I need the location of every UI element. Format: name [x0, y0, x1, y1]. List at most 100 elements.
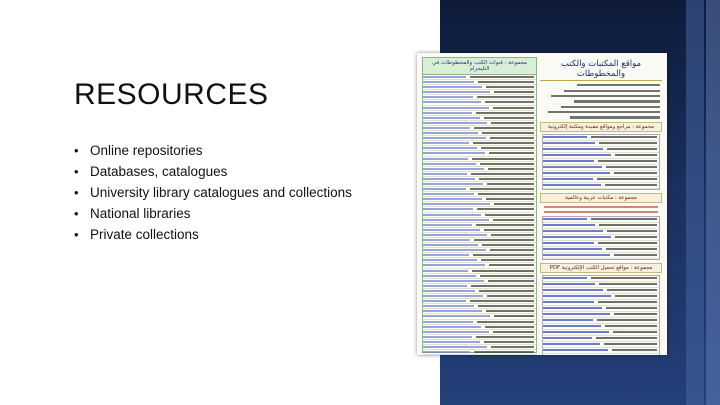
bullet-item[interactable]: • Private collections [74, 224, 352, 245]
document-row [423, 253, 536, 259]
document-row [423, 197, 536, 203]
document-link-line [543, 336, 592, 339]
document-row [423, 213, 536, 218]
document-link-line [543, 282, 596, 285]
document-row [543, 348, 659, 354]
document-text-line [591, 276, 657, 279]
document-link-line [423, 213, 481, 216]
document-text-line [491, 233, 534, 236]
bullet-dot-icon: • [74, 143, 79, 158]
document-text-line [611, 348, 657, 351]
document-row [543, 282, 659, 288]
document-text-line [489, 264, 534, 267]
document-row [423, 233, 536, 238]
document-link-line [423, 81, 474, 84]
document-text-line [490, 249, 534, 252]
document-link-line [423, 208, 473, 211]
document-text-line [484, 213, 534, 216]
document-text-line [485, 310, 534, 313]
document-right-column: مواقع المكتبات والكتب والمخطوطات مجموعة … [540, 57, 662, 355]
document-link-line [423, 142, 470, 145]
document-text-line [472, 157, 534, 160]
document-table [542, 274, 660, 355]
document-row [423, 263, 536, 269]
document-text-line [615, 294, 657, 297]
document-row [423, 95, 536, 101]
document-row [543, 141, 659, 147]
document-table [542, 215, 660, 260]
document-row [423, 269, 536, 274]
document-text-line [615, 153, 657, 156]
document-text-line [485, 198, 534, 201]
document-link-line [543, 348, 608, 351]
document-text-line [596, 177, 657, 180]
document-text-line [474, 351, 534, 354]
document-link-line [423, 172, 468, 175]
document-row [423, 309, 536, 315]
document-link-line [543, 306, 603, 309]
document-row [543, 241, 659, 247]
document-text-line [607, 229, 657, 232]
document-link-line [423, 330, 489, 333]
document-row [423, 314, 536, 320]
document-text-line [591, 217, 657, 220]
accent-band [686, 0, 704, 405]
document-text-line [606, 247, 657, 250]
document-text-line [469, 188, 534, 191]
document-text-line [475, 335, 534, 338]
document-row [423, 75, 536, 81]
document-text-line [472, 269, 534, 272]
document-row [543, 165, 659, 171]
document-text-line [490, 137, 534, 140]
document-row [543, 135, 659, 141]
document-text-line [476, 208, 534, 211]
document-row [423, 284, 536, 289]
document-text-line [547, 111, 660, 114]
document-link-line [423, 325, 481, 328]
document-row [423, 340, 536, 345]
document-link-line [423, 279, 485, 282]
bullet-list[interactable]: • Online repositories • Databases, catalog… [74, 140, 352, 245]
bullet-item[interactable]: • University library catalogues and colle… [74, 182, 352, 203]
document-link-line [543, 223, 596, 226]
document-row [543, 183, 659, 189]
document-link-line [423, 315, 490, 318]
document-link-line [423, 284, 468, 287]
bullet-item[interactable]: • Online repositories [74, 140, 352, 161]
document-link-line [543, 165, 603, 168]
document-text-line [473, 254, 534, 257]
document-row [543, 306, 659, 312]
document-link-line [543, 229, 604, 232]
slide-title[interactable]: RESOURCES [74, 78, 269, 111]
document-text-line [469, 300, 534, 303]
document-link-line [423, 182, 483, 185]
document-link-line [543, 147, 604, 150]
document-row [543, 336, 659, 342]
document-text-line [471, 172, 534, 175]
document-section-heading: مجموعة : مراجع ومواقع مفيدة ومكتبة إلكتر… [540, 121, 662, 132]
document-row [423, 345, 536, 351]
document-row [543, 235, 659, 241]
document-link-line [423, 198, 482, 201]
document-text-line [595, 336, 657, 339]
bullet-item[interactable]: • Databases, catalogues [74, 161, 352, 182]
bullet-item[interactable]: • National libraries [74, 203, 352, 224]
bullet-text: Online repositories [90, 143, 203, 158]
accent-band [706, 0, 720, 405]
document-link-line [543, 312, 611, 315]
document-row [423, 228, 536, 233]
document-row [543, 288, 659, 294]
document-row [543, 153, 659, 159]
document-text-line [484, 101, 534, 104]
embedded-document-image[interactable]: مجموعة : قنوات الكتب والمخطوطات في التلي… [417, 53, 667, 355]
document-link-line [423, 203, 490, 206]
document-section-heading: مجموعة : مواقع تحميل الكتب الإلكترونية P… [540, 262, 662, 273]
document-link-line [543, 135, 588, 138]
document-row [423, 289, 536, 295]
document-link-line [543, 253, 611, 256]
document-link-line [423, 249, 487, 252]
document-link-line [423, 101, 481, 104]
document-link-line [423, 177, 475, 180]
document-text-line [573, 100, 660, 103]
